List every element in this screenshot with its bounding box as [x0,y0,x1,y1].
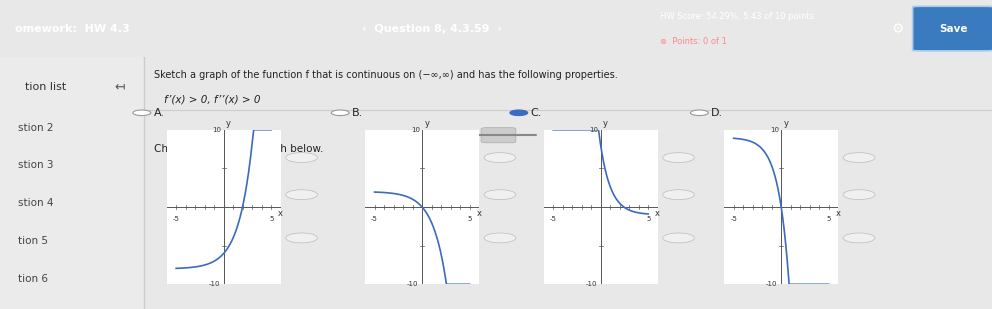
Text: D.: D. [711,108,723,118]
Text: x: x [278,209,284,218]
Text: A.: A. [154,108,165,118]
FancyBboxPatch shape [481,128,516,143]
Text: 10: 10 [770,127,779,133]
FancyBboxPatch shape [0,57,144,309]
Text: -10: -10 [208,281,220,287]
Text: Choose the correct graph below.: Choose the correct graph below. [154,144,323,154]
FancyBboxPatch shape [913,6,992,51]
Text: tion 5: tion 5 [18,236,48,246]
Text: -10: -10 [585,281,597,287]
Text: Save: Save [939,23,967,34]
Text: 5: 5 [826,216,831,222]
Text: Sketch a graph of the function f that is continuous on (−∞,∞) and has the follow: Sketch a graph of the function f that is… [154,70,617,80]
Text: ⊗  Points: 0 of 1: ⊗ Points: 0 of 1 [660,37,726,46]
Text: B.: B. [352,108,363,118]
Text: y: y [425,119,430,128]
Text: y: y [784,119,789,128]
Text: x: x [655,209,661,218]
Text: -10: -10 [766,281,778,287]
Text: C.: C. [531,108,542,118]
Text: -5: -5 [173,216,180,222]
Text: stion 4: stion 4 [18,198,54,208]
Text: HW Score: 54.29%, 5.43 of 10 points: HW Score: 54.29%, 5.43 of 10 points [660,11,813,20]
Text: ‹  Question 8, 4.3.59  ›: ‹ Question 8, 4.3.59 › [362,23,501,34]
Text: y: y [603,119,608,128]
Text: -5: -5 [371,216,378,222]
Text: -5: -5 [730,216,737,222]
Text: stion 3: stion 3 [18,160,54,171]
Text: y: y [226,119,231,128]
Text: omework:  HW 4.3: omework: HW 4.3 [15,23,130,34]
Text: 5: 5 [467,216,472,222]
Text: 10: 10 [212,127,221,133]
Text: 5: 5 [646,216,651,222]
Text: -5: -5 [550,216,557,222]
Text: ⚙: ⚙ [892,22,904,36]
Text: 10: 10 [411,127,420,133]
Text: x: x [835,209,841,218]
Text: tion 6: tion 6 [18,274,48,284]
Text: tion list: tion list [25,83,66,92]
Text: ↤: ↤ [114,81,125,94]
Text: x: x [476,209,482,218]
Text: 5: 5 [269,216,274,222]
Text: 10: 10 [589,127,598,133]
Text: stion 2: stion 2 [18,123,54,133]
Text: -10: -10 [407,281,419,287]
Text: f’(x) > 0, f’’(x) > 0: f’(x) > 0, f’’(x) > 0 [164,95,260,105]
